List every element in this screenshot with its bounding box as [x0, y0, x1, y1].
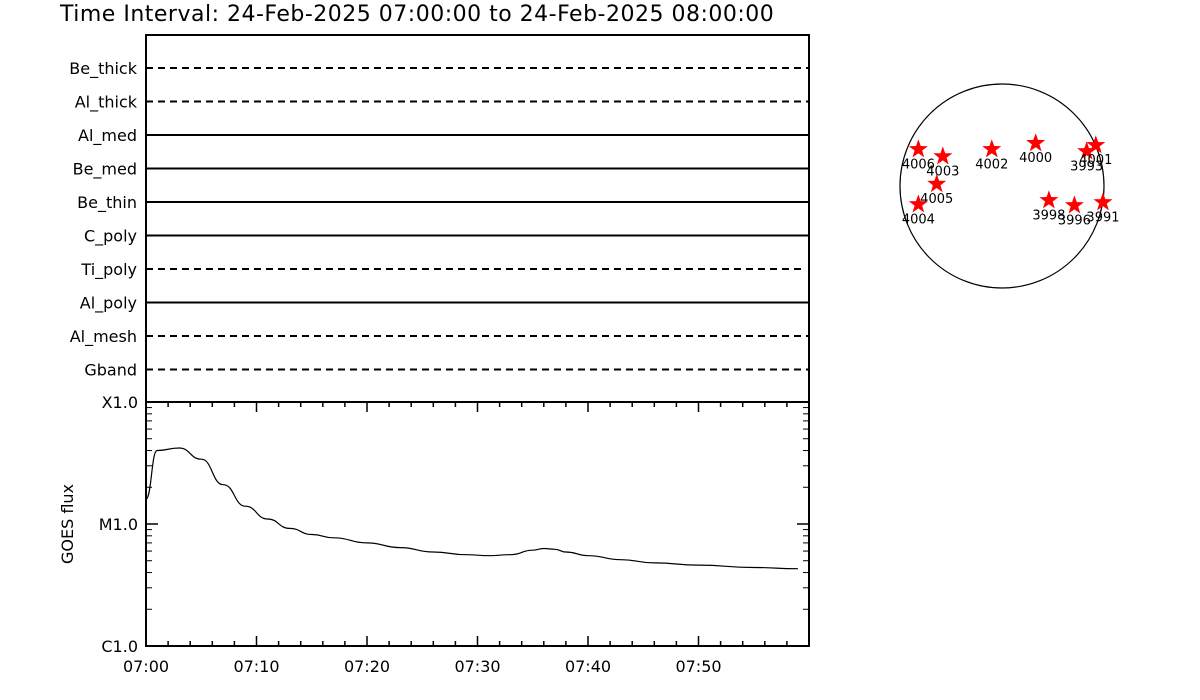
- goes-xtick-label: 07:40: [565, 657, 611, 676]
- goes-ylabel: GOES flux: [58, 484, 77, 564]
- active-region-star-3998: [1039, 190, 1059, 209]
- time-interval-title: Time Interval: 24-Feb-2025 07:00:00 to 2…: [60, 2, 775, 27]
- active-region-star-4003: [933, 146, 953, 165]
- goes-xtick-label: 07:00: [123, 657, 169, 676]
- goes-xtick-label: 07:20: [344, 657, 390, 676]
- active-region-label-4002: 4002: [975, 157, 1008, 172]
- filter-panel-frame: [145, 34, 810, 403]
- active-region-star-4000: [1026, 133, 1046, 152]
- active-region-star-4005: [927, 174, 947, 193]
- active-region-label-3996: 3996: [1058, 213, 1091, 228]
- goes-ytick-label: X1.0: [102, 393, 138, 412]
- filter-label-gband: Gband: [84, 361, 137, 380]
- active-region-label-4005: 4005: [920, 192, 953, 207]
- filter-label-al_poly: Al_poly: [80, 294, 137, 314]
- active-region-star-4001: [1086, 135, 1106, 154]
- filter-label-al_thick: Al_thick: [75, 93, 138, 113]
- goes-xtick-label: 07:30: [454, 657, 500, 676]
- active-region-star-4006: [908, 139, 928, 158]
- goes-panel: C1.0 M1.0 X1.0 GOES flux 07:00 07:10 07:20 07:3…: [58, 393, 810, 676]
- active-region-star-3991: [1093, 192, 1113, 211]
- active-region-star-3993: [1077, 141, 1097, 160]
- active-region-label-3993: 3993: [1070, 159, 1103, 174]
- goes-xtick-label: 07:10: [233, 657, 279, 676]
- goes-ytick-label: C1.0: [101, 637, 138, 656]
- active-region-label-4000: 4000: [1019, 151, 1052, 166]
- filter-label-be_thick: Be_thick: [69, 59, 137, 79]
- goes-flux-line: [145, 447, 798, 570]
- filter-label-al_med: Al_med: [78, 126, 137, 146]
- filter-label-be_med: Be_med: [73, 160, 137, 180]
- active-region-label-4001: 4001: [1079, 153, 1112, 168]
- active-region-label-4006: 4006: [902, 157, 935, 172]
- active-region-label-4003: 4003: [926, 164, 959, 179]
- filter-label-al_mesh: Al_mesh: [70, 327, 137, 347]
- filter-label-be_thin: Be_thin: [77, 193, 137, 213]
- active-region-label-4004: 4004: [902, 212, 935, 227]
- filter-label-c_poly: C_poly: [84, 227, 137, 247]
- active-region-star-3996: [1064, 195, 1084, 214]
- filter-panel: Be_thick Al_thick Al_med Be_med Be_thin C_pol…: [69, 34, 810, 403]
- goes-panel-frame: [145, 401, 810, 647]
- filter-label-ti_poly: Ti_poly: [80, 260, 137, 280]
- active-region-star-4004: [908, 194, 928, 213]
- goes-ytick-label: M1.0: [99, 515, 138, 534]
- solar-disk-outline: [899, 83, 1105, 289]
- active-region-star-4002: [982, 139, 1002, 158]
- active-region-label-3998: 3998: [1032, 208, 1065, 223]
- active-region-label-3991: 3991: [1086, 210, 1119, 225]
- goes-xtick-label: 07:50: [675, 657, 721, 676]
